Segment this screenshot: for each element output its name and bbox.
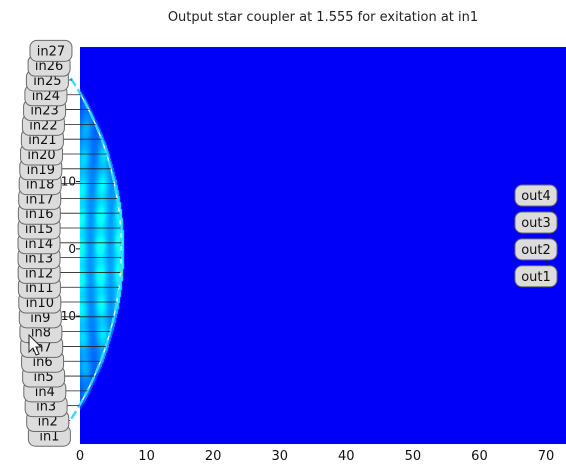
port-label-text: in1 <box>39 429 59 444</box>
x-tick-label: 20 <box>205 449 222 462</box>
port-label-text: in23 <box>30 104 58 119</box>
port-label-box <box>29 39 73 62</box>
port-label-text: in6 <box>33 355 53 370</box>
plot-area <box>63 47 566 444</box>
mouse-pointer-icon <box>28 334 42 356</box>
port-label-text: in25 <box>33 74 61 89</box>
x-tick-label: 40 <box>338 449 355 462</box>
output-port-out2: out2 <box>514 238 558 262</box>
x-axis: 0 10 20 30 40 50 60 70 <box>76 449 555 464</box>
port-label-text: in22 <box>29 118 57 133</box>
port-label-text: in11 <box>25 281 53 296</box>
port-label-text: out4 <box>521 189 551 204</box>
port-label-text: in12 <box>25 266 53 281</box>
intensity-heatmap <box>80 47 566 444</box>
chart-title: Output star coupler at 1.555 for exitati… <box>168 10 478 25</box>
y-tick-label: 0 <box>68 242 76 256</box>
port-label-text: in21 <box>28 133 56 148</box>
port-label-text: in4 <box>35 385 55 400</box>
port-label-text: in2 <box>38 414 58 429</box>
port-label-text: out3 <box>521 216 551 231</box>
x-tick-label: 50 <box>405 449 422 462</box>
output-port-out4: out4 <box>514 184 558 262</box>
port-label-text: in10 <box>26 296 54 311</box>
port-label-text: in20 <box>27 148 55 163</box>
y-tick-label: 10 <box>61 175 76 189</box>
port-label-text: in14 <box>25 237 53 252</box>
x-tick-label: 60 <box>471 449 488 462</box>
output-port-labels: out4 out3 out2 out1 <box>514 184 558 288</box>
port-label-text: in19 <box>27 163 55 178</box>
input-port-labels: in1in2in3in4in5in6in7in8in9in10in11in12i… <box>17 39 122 447</box>
port-label-text: in27 <box>37 44 65 59</box>
port-label-text: in18 <box>26 178 54 193</box>
source-arc <box>63 70 123 431</box>
input-port-in27: in27 <box>29 39 73 62</box>
port-label-text: in26 <box>35 59 63 74</box>
port-label-text: in16 <box>25 207 53 222</box>
port-label-box <box>514 265 558 288</box>
port-label-text: in15 <box>25 222 53 237</box>
port-label-text: out1 <box>521 270 551 285</box>
port-label-text: in5 <box>34 370 54 385</box>
x-tick-label: 30 <box>271 449 288 462</box>
port-label-text: out2 <box>521 243 551 258</box>
port-label-text: in24 <box>32 89 60 104</box>
port-label-box <box>514 238 558 261</box>
output-port-out3: out3 <box>514 211 558 262</box>
x-tick-label: 0 <box>76 449 84 462</box>
x-tick-label: 10 <box>138 449 155 462</box>
port-label-box <box>514 184 558 207</box>
port-label-text: in13 <box>25 252 53 267</box>
port-label-box <box>514 211 558 234</box>
x-tick-label: 70 <box>538 449 555 462</box>
port-label-text: in3 <box>36 400 56 415</box>
output-port-out1: out1 <box>514 260 558 288</box>
port-label-text: in9 <box>30 311 50 326</box>
port-label-text: in17 <box>26 192 54 207</box>
port-label-text: in8 <box>31 326 51 341</box>
